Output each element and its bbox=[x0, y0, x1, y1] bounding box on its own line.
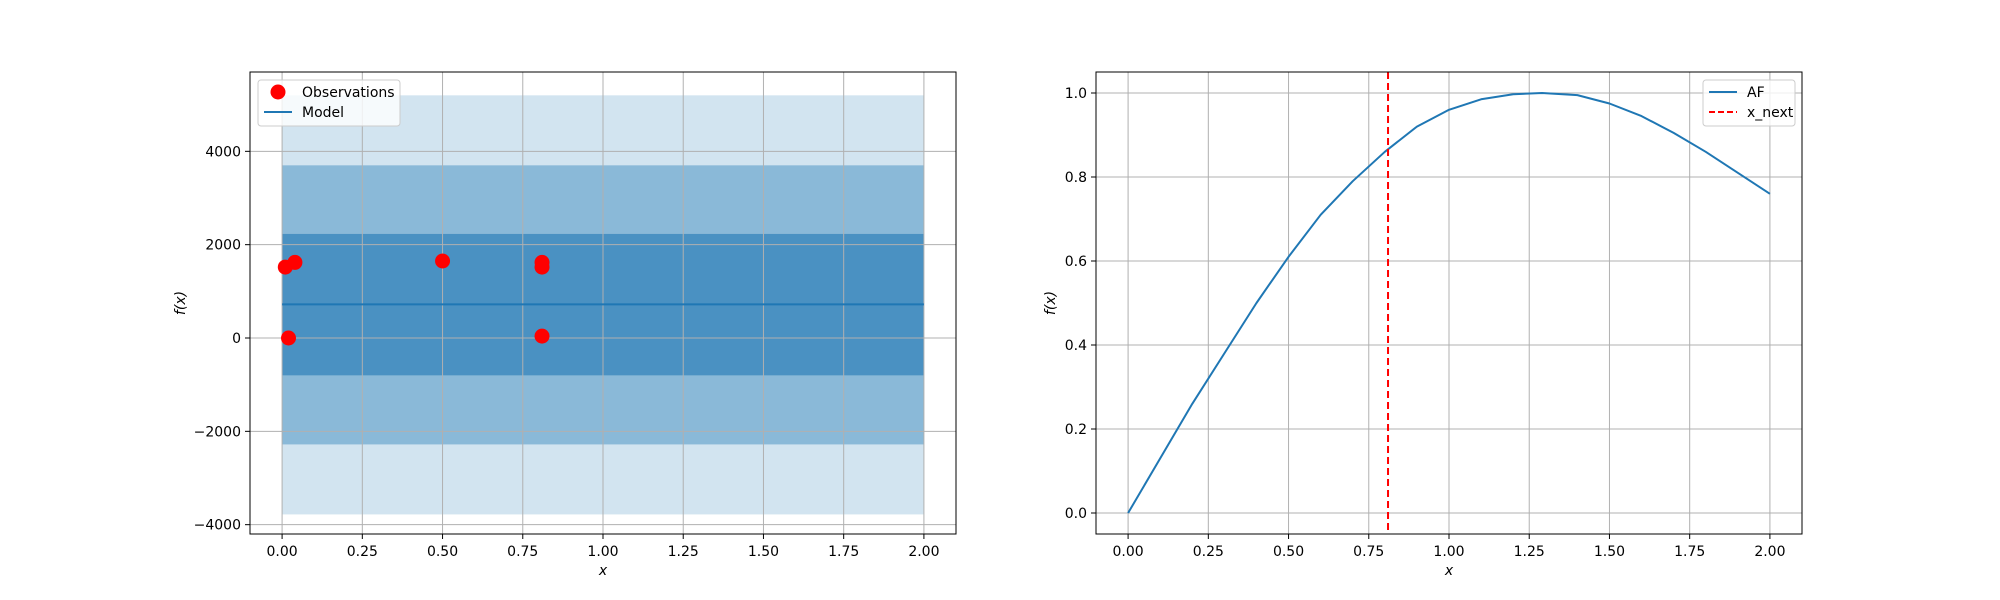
y-tick-label: 0.4 bbox=[1065, 338, 1087, 354]
observation-point bbox=[534, 259, 550, 275]
observation-points bbox=[277, 253, 550, 346]
observation-point bbox=[534, 328, 550, 344]
x-axis-label: x bbox=[1444, 563, 1454, 579]
y-tick-label: 2000 bbox=[205, 238, 241, 254]
x-tick-label: 1.00 bbox=[587, 544, 618, 560]
x-tick-label: 2.00 bbox=[908, 544, 939, 560]
series-lines bbox=[1127, 72, 1771, 534]
observation-point bbox=[281, 330, 297, 346]
x-tick-label: 1.50 bbox=[1594, 544, 1625, 560]
x-tick-label: 0.25 bbox=[1193, 544, 1224, 560]
x-tick-label: 1.00 bbox=[1433, 544, 1464, 560]
y-tick-label: 0.8 bbox=[1065, 170, 1087, 186]
observations-model-chart: 0.00 0.25 0.50 0.75 1.00 1.25 1.50 1.75 2.00 −40… bbox=[173, 71, 957, 579]
y-tick-label: −4000 bbox=[194, 518, 241, 534]
x-axis-label: x bbox=[598, 563, 608, 579]
y-tick-label: −2000 bbox=[194, 424, 241, 440]
y-axis-label: f(x) bbox=[1043, 291, 1059, 315]
y-tick-label: 0 bbox=[232, 331, 241, 347]
legend-observations-label: Observations bbox=[302, 85, 395, 101]
y-tick-label: 0.2 bbox=[1065, 422, 1087, 438]
x-tick-label: 1.50 bbox=[748, 544, 779, 560]
x-tick-label: 0.50 bbox=[427, 544, 458, 560]
x-ticks: 0.00 0.25 0.50 0.75 1.00 1.25 1.50 1.75 2.00 bbox=[267, 534, 939, 560]
x-tick-label: 1.25 bbox=[668, 544, 699, 560]
y-axis-label: f(x) bbox=[173, 291, 189, 315]
x-tick-label: 0.75 bbox=[507, 544, 538, 560]
y-ticks: 0.0 0.2 0.4 0.6 0.8 1.0 bbox=[1065, 86, 1096, 522]
legend-box bbox=[257, 79, 401, 127]
y-tick-label: 0.0 bbox=[1065, 506, 1087, 522]
legend: Observations Model bbox=[257, 79, 401, 127]
x-tick-label: 0.50 bbox=[1273, 544, 1304, 560]
legend-x-next-label: x_next bbox=[1747, 105, 1794, 121]
legend-model-label: Model bbox=[302, 105, 344, 121]
legend-observations-marker bbox=[270, 84, 286, 100]
grid-lines bbox=[1096, 72, 1802, 534]
x-tick-label: 2.00 bbox=[1754, 544, 1785, 560]
x-tick-label: 1.75 bbox=[828, 544, 859, 560]
y-tick-label: 0.6 bbox=[1065, 254, 1087, 270]
x-tick-label: 0.75 bbox=[1353, 544, 1384, 560]
legend: AF x_next bbox=[1702, 79, 1796, 127]
x-tick-label: 1.25 bbox=[1514, 544, 1545, 560]
observation-point bbox=[435, 253, 451, 269]
x-ticks: 0.00 0.25 0.50 0.75 1.00 1.25 1.50 1.75 2.00 bbox=[1113, 534, 1785, 560]
y-tick-label: 1.0 bbox=[1065, 86, 1087, 102]
y-tick-label: 4000 bbox=[205, 144, 241, 160]
grid-lines bbox=[250, 72, 956, 534]
observation-point bbox=[287, 254, 303, 270]
af-curve bbox=[1127, 92, 1771, 514]
legend-af-label: AF bbox=[1747, 85, 1765, 101]
x-tick-label: 0.00 bbox=[267, 544, 298, 560]
x-tick-label: 0.00 bbox=[1113, 544, 1144, 560]
acquisition-function-chart: 0.00 0.25 0.50 0.75 1.00 1.25 1.50 1.75 2.00 0.0… bbox=[1043, 71, 1803, 579]
y-ticks: −4000 −2000 0 2000 4000 bbox=[194, 144, 250, 534]
x-tick-label: 0.25 bbox=[347, 544, 378, 560]
x-tick-label: 1.75 bbox=[1674, 544, 1705, 560]
